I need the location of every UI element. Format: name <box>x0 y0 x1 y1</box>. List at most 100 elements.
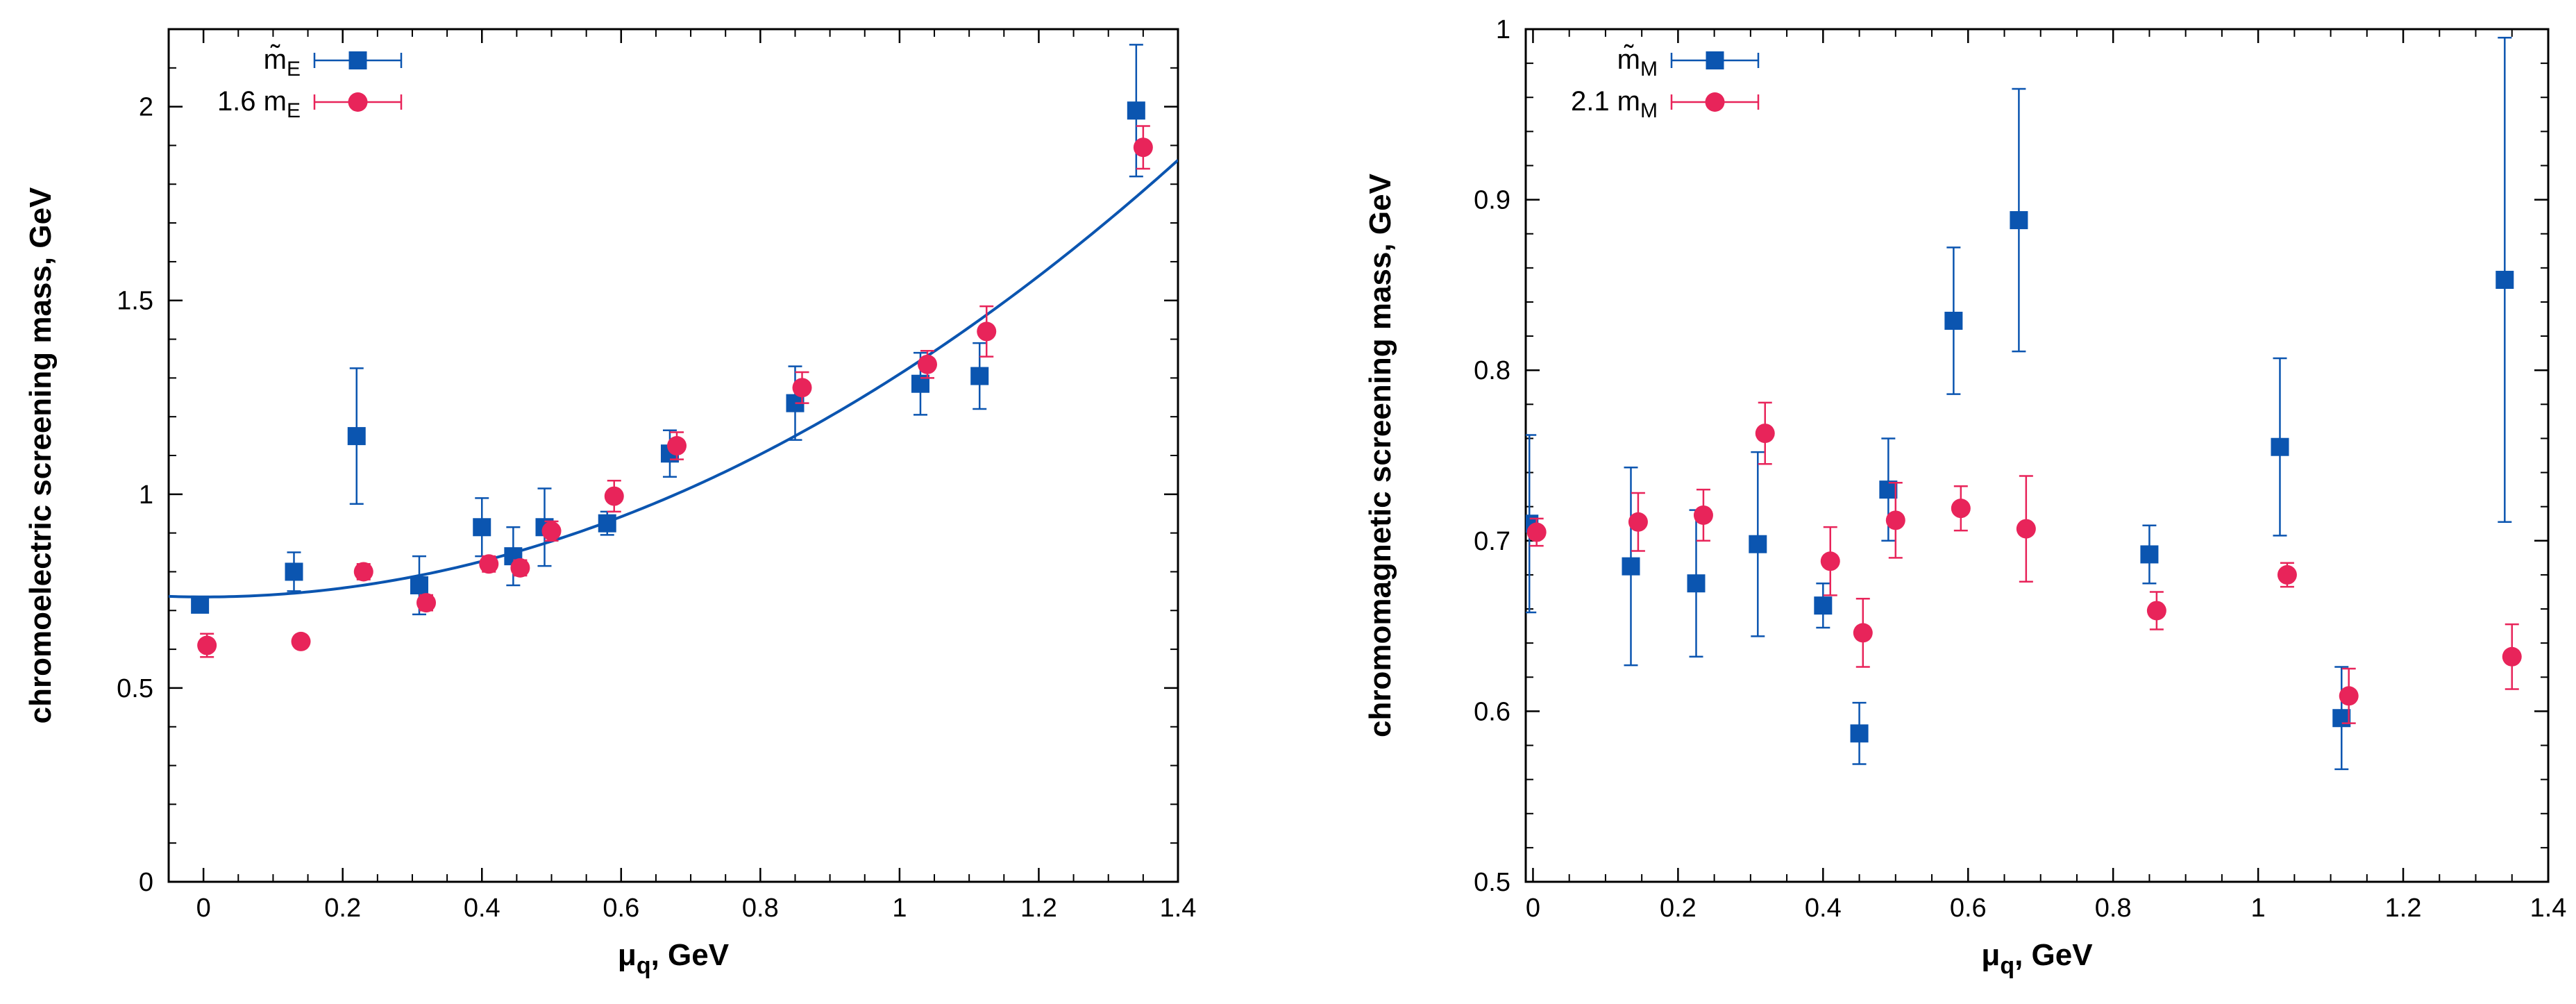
data-point-circle <box>604 486 624 506</box>
chart-1: 0 0.2 0.4 0.6 0.8 1 1.2 1.4 0 0.5 1 1.5 2 μq, GeV chro… <box>24 28 1197 979</box>
x-tick-label: 1.4 <box>1160 894 1197 923</box>
data-point-square <box>970 367 989 385</box>
data-point-square <box>1850 724 1869 743</box>
chart-2: 0 0.2 0.4 0.6 0.8 1 1.2 1.4 0.5 0.6 0.7 0.8 0.9 1 μq, … <box>1363 15 2566 979</box>
x-axis-title-symbol: μ <box>618 938 637 972</box>
data-point-circle <box>792 378 812 398</box>
data-point-circle <box>1820 551 1840 571</box>
data-point-square <box>1127 101 1145 120</box>
data-point-circle <box>1693 505 1713 525</box>
data-point-circle <box>977 321 997 342</box>
x-tick-label: 1 <box>2251 894 2266 923</box>
series-squares <box>1526 37 2514 771</box>
x-tick-label: 0.2 <box>1660 894 1697 923</box>
data-point-circle <box>1755 424 1775 444</box>
x-tick-label: 0.8 <box>742 894 779 923</box>
data-point-square <box>2010 211 2028 230</box>
data-point-circle <box>479 554 499 574</box>
x-axis-title-symbol: μ <box>1981 938 2000 972</box>
data-point-circle <box>2339 686 2359 706</box>
x-axis-title-unit: , GeV <box>2014 938 2093 972</box>
y-tick-label: 0.5 <box>1474 868 1510 897</box>
data-point-circle <box>1951 499 1971 519</box>
y-tick-label: 1 <box>139 480 153 510</box>
x-axis-title: μq, GeV <box>618 938 730 979</box>
legend-label-subscript: E <box>287 99 301 122</box>
x-axis-title-subscript: q <box>637 953 651 979</box>
data-point-circle <box>197 635 217 655</box>
data-point-circle <box>1628 512 1648 532</box>
legend-marker-circle <box>348 92 368 112</box>
legend-label-main: m̃ <box>1617 44 1640 75</box>
data-point-circle <box>2016 519 2036 539</box>
data-point-square <box>2495 271 2514 290</box>
data-point-circle <box>2146 601 2166 621</box>
legend: m̃M2.1 mM <box>1571 44 1760 122</box>
data-point-circle <box>510 558 530 578</box>
legend-marker-square <box>1706 51 1724 69</box>
data-point-square <box>1814 596 1833 615</box>
legend-marker-circle <box>1705 92 1725 112</box>
x-axis-title: μq, GeV <box>1981 938 2093 979</box>
x-tick-label: 0.4 <box>464 894 500 923</box>
data-point-square <box>2332 709 2351 728</box>
x-tick-label: 0 <box>1526 894 1540 923</box>
legend-label-subscript: M <box>1640 58 1658 81</box>
legend-label-subscript: M <box>1640 99 1658 122</box>
y-axis-title: chromomagnetic screening mass, GeV <box>1363 173 1397 737</box>
data-point-square <box>1944 311 1963 330</box>
fit-curve <box>169 159 1178 599</box>
legend-label: 1.6 mE <box>217 86 301 122</box>
legend-label-subscript: E <box>287 58 301 81</box>
data-point-circle <box>667 436 687 456</box>
data-point-square <box>2140 545 2159 564</box>
legend-marker-square <box>348 51 367 69</box>
x-axis-title-subscript: q <box>2000 953 2014 979</box>
plot-data <box>169 44 1178 658</box>
legend-label-main: 2.1 m <box>1571 86 1640 117</box>
data-point-circle <box>1885 510 1905 530</box>
data-point-square <box>1687 574 1706 593</box>
series-squares <box>191 44 1145 616</box>
y-tick-label: 0.6 <box>1474 697 1510 726</box>
y-tick-label: 0.8 <box>1474 356 1510 385</box>
data-point-square <box>191 595 210 614</box>
legend-label-main: m̃ <box>264 44 287 75</box>
data-point-circle <box>918 354 938 374</box>
data-point-square <box>598 514 616 533</box>
data-point-circle <box>353 562 373 582</box>
legend-label: m̃M <box>1617 44 1658 81</box>
x-tick-label: 0.4 <box>1805 894 1842 923</box>
data-point-circle <box>541 521 562 541</box>
x-tick-label: 0.8 <box>2095 894 2132 923</box>
data-point-circle <box>2277 564 2297 585</box>
legend-label: 2.1 mM <box>1571 86 1658 122</box>
series-circles <box>197 125 1153 658</box>
x-tick-label: 0.6 <box>1950 894 1987 923</box>
y-tick-label: 1.5 <box>117 287 153 316</box>
data-point-circle <box>1853 623 1873 643</box>
y-axis-title: chromoelectric screening mass, GeV <box>24 187 58 723</box>
y-tick-label: 0.7 <box>1474 527 1510 556</box>
x-tick-label: 1.2 <box>2385 894 2422 923</box>
y-tick-label: 1 <box>1496 15 1510 44</box>
data-point-square <box>473 518 491 537</box>
data-point-square <box>1622 557 1640 576</box>
y-tick-label: 2 <box>139 93 153 122</box>
data-point-square <box>285 562 303 581</box>
data-point-circle <box>1133 137 1153 158</box>
data-point-circle <box>416 593 437 613</box>
legend: m̃E1.6 mE <box>217 44 403 122</box>
data-point-circle <box>1526 522 1547 542</box>
plot-data <box>1526 37 2522 771</box>
x-tick-label: 1.4 <box>2530 894 2567 923</box>
x-axis-title-unit: , GeV <box>651 938 730 972</box>
x-tick-label: 0.2 <box>324 894 361 923</box>
data-point-circle <box>2502 646 2522 667</box>
y-tick-label: 0.5 <box>117 674 153 703</box>
x-tick-label: 1.2 <box>1020 894 1057 923</box>
legend-label-main: 1.6 m <box>217 86 287 117</box>
data-point-circle <box>291 631 311 651</box>
